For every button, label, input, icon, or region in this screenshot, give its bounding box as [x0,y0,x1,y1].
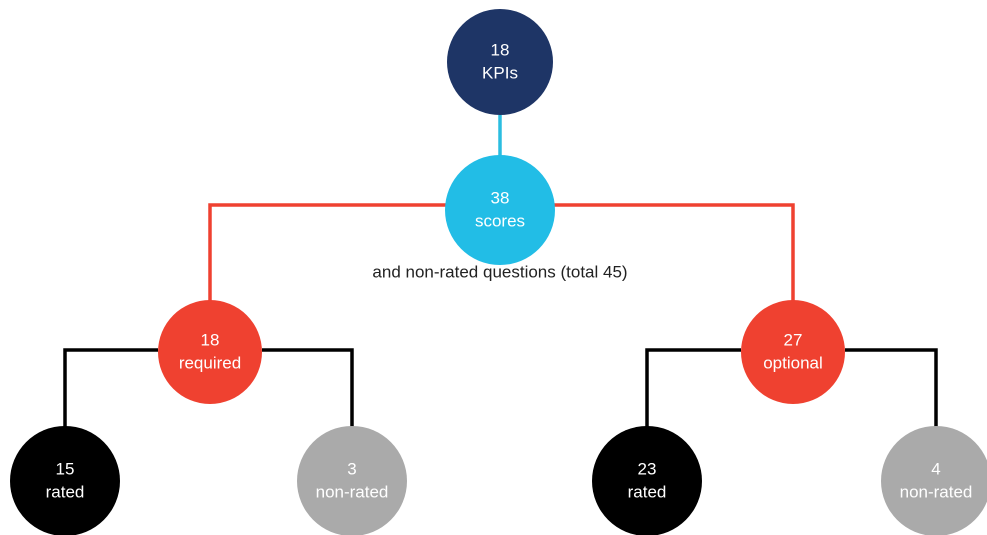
node-circle [297,426,407,535]
node-value: 23 [638,459,657,478]
node-circle [592,426,702,535]
node-circle [741,300,845,404]
node-value: 18 [201,330,220,349]
node-label: non-rated [900,482,973,501]
node-circle [445,155,555,265]
connector [554,203,795,302]
node-label: rated [628,482,667,501]
node-label: non-rated [316,482,389,501]
node-label: rated [46,482,85,501]
node-circle [158,300,262,404]
connector [208,203,446,302]
node-label: optional [763,353,823,372]
node-circle [447,9,553,115]
connector [262,348,354,428]
connector [63,348,158,428]
node-label: KPIs [482,63,518,82]
node-value: 15 [56,459,75,478]
node-circle [881,426,987,535]
note: and non-rated questions (total 45) [372,262,627,281]
connector [845,348,938,428]
connectors [63,115,938,428]
node-label: scores [475,211,525,230]
node-value: 18 [491,40,510,59]
node-value: 38 [491,188,510,207]
node-circle [10,426,120,535]
node-label: required [179,353,241,372]
node-value: 4 [931,459,940,478]
node-value: 27 [784,330,803,349]
node-value: 3 [347,459,356,478]
connector [645,348,741,428]
